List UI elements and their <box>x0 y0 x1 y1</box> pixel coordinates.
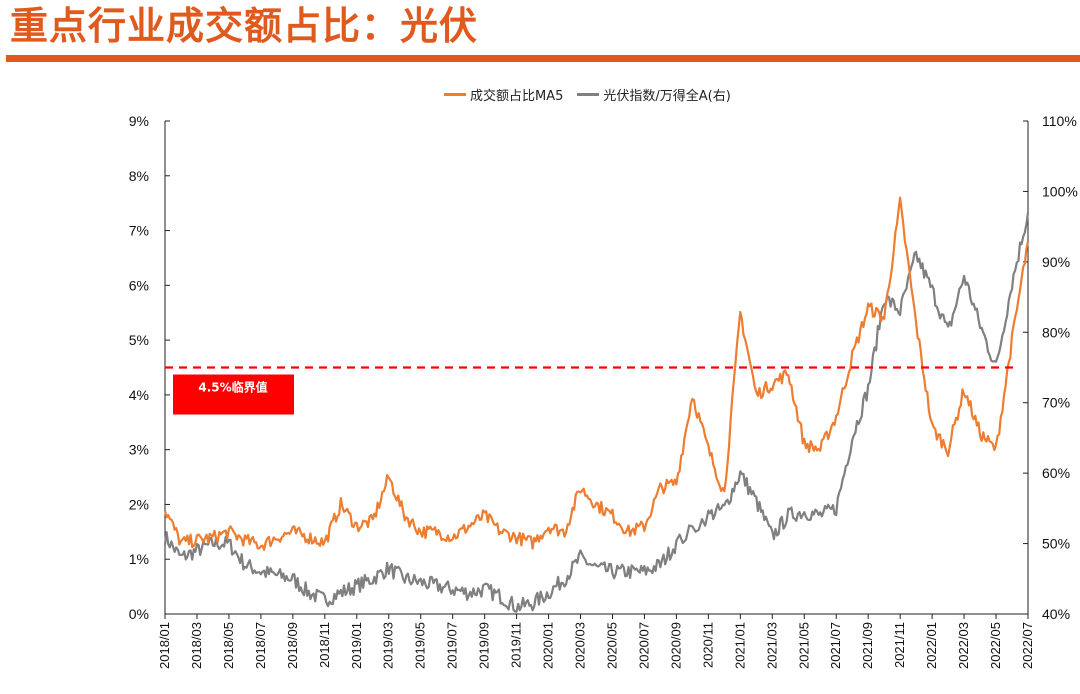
y-left-tick-label: 0% <box>129 606 149 622</box>
y-right-tick-label: 70% <box>1042 395 1070 411</box>
title-underline <box>6 55 1080 62</box>
x-tick-label: 2022/03 <box>956 622 971 669</box>
threshold-label-box <box>173 374 294 415</box>
y-left-tick-label: 5% <box>129 332 149 348</box>
x-tick-label: 2021/03 <box>764 622 779 669</box>
y-left-tick-label: 9% <box>129 113 149 129</box>
y-right-tick-label: 40% <box>1042 606 1070 622</box>
x-tick-label: 2020/09 <box>668 622 683 669</box>
y-left-tick-label: 4% <box>129 387 149 403</box>
page-title: 重点行业成交额占比：光伏 <box>10 4 479 48</box>
legend-item-turnover: 成交额占比MA5 <box>444 85 563 104</box>
x-tick-label: 2019/03 <box>381 622 396 669</box>
x-tick-label: 2020/01 <box>541 622 556 669</box>
x-tick-label: 2021/09 <box>860 622 875 669</box>
y-right-tick-label: 50% <box>1042 536 1070 552</box>
legend-item-pv-index: 光伏指数/万得全A(右) <box>577 85 731 104</box>
x-tick-label: 2018/09 <box>285 622 300 669</box>
y-right-tick-label: 90% <box>1042 254 1070 270</box>
threshold-label-text: 4.5%临界值 <box>198 380 267 395</box>
legend-label-pv-index: 光伏指数/万得全A(右) <box>603 88 731 104</box>
x-tick-label: 2018/05 <box>221 622 236 669</box>
x-tick-label: 2019/05 <box>413 622 428 669</box>
x-tick-label: 2022/01 <box>924 622 939 669</box>
x-tick-label: 2020/05 <box>604 622 619 669</box>
y-left-tick-label: 3% <box>129 442 149 458</box>
x-tick-label: 2019/01 <box>349 622 364 669</box>
x-tick-label: 2021/01 <box>732 622 747 669</box>
x-tick-label: 2020/03 <box>573 622 588 669</box>
x-tick-label: 2019/07 <box>445 622 460 669</box>
y-right-tick-label: 80% <box>1042 324 1070 340</box>
y-left-tick-label: 2% <box>129 496 149 512</box>
legend-swatch-pv-index <box>577 92 600 96</box>
x-tick-label: 2018/07 <box>253 622 268 669</box>
x-tick-label: 2021/07 <box>828 622 843 669</box>
y-right-tick-label: 60% <box>1042 465 1070 481</box>
x-tick-label: 2021/05 <box>796 622 811 669</box>
y-left-tick-label: 8% <box>129 168 149 184</box>
x-tick-label: 2021/11 <box>892 622 907 668</box>
y-left-tick-label: 7% <box>129 223 149 239</box>
chart-legend: 成交额占比MA5 光伏指数/万得全A(右) <box>444 84 745 104</box>
y-right-tick-label: 110% <box>1042 113 1077 129</box>
y-left-tick-label: 6% <box>129 277 149 293</box>
x-tick-label: 2018/11 <box>317 622 332 668</box>
legend-swatch-turnover <box>444 92 466 96</box>
x-tick-label: 2020/11 <box>700 622 715 668</box>
x-tick-label: 2018/03 <box>189 622 204 669</box>
x-tick-label: 2019/11 <box>509 622 524 668</box>
series-line-pv-index <box>163 212 1030 613</box>
x-tick-label: 2020/07 <box>636 622 651 669</box>
legend-label-turnover: 成交额占比MA5 <box>470 88 564 104</box>
y-left-tick-label: 1% <box>129 551 149 567</box>
x-tick-label: 2022/05 <box>988 622 1003 669</box>
x-tick-label: 2019/09 <box>477 622 492 669</box>
x-tick-label: 2018/01 <box>157 622 172 669</box>
x-tick-label: 2022/07 <box>1020 622 1035 669</box>
y-right-tick-label: 100% <box>1042 183 1078 199</box>
series-line-turnover <box>163 196 1030 551</box>
